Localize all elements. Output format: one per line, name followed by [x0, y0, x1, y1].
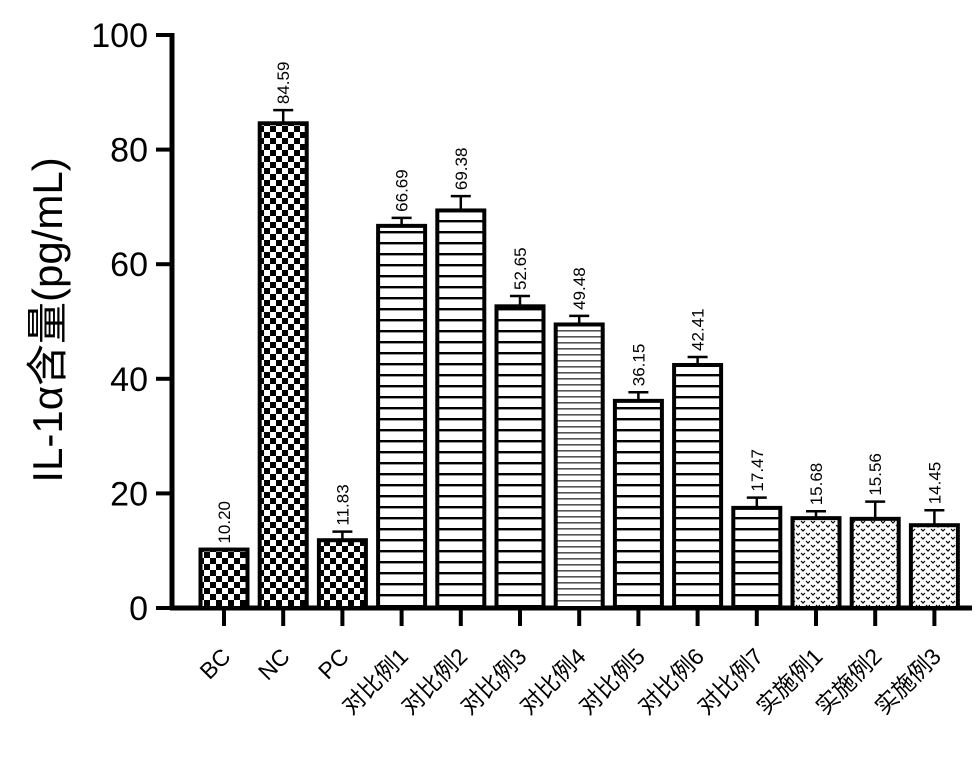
category-label: BC: [195, 643, 236, 684]
value-label: 42.41: [689, 308, 708, 351]
value-label: 10.20: [215, 501, 234, 544]
value-label: 11.83: [333, 484, 352, 525]
value-label: 14.45: [925, 462, 944, 505]
bar-实施例1: [790, 516, 842, 611]
category-label: NC: [253, 643, 295, 685]
y-tick-label: 0: [129, 590, 148, 628]
y-tick-label: 20: [110, 475, 148, 513]
y-axis-label: IL-1α含量(pg/mL): [24, 157, 71, 482]
bar-对比例2: [435, 208, 487, 610]
y-axis: 0 20 40 60 80 100: [91, 17, 175, 628]
bar-对比例4: [553, 322, 605, 610]
bar-BC: [198, 547, 250, 611]
category-label: PC: [313, 643, 354, 684]
y-tick-label: 100: [91, 17, 148, 55]
bar-实施例2: [849, 516, 901, 610]
bar-对比例7: [731, 505, 783, 611]
bar-实施例3: [908, 523, 960, 610]
value-labels: 10.20 84.59 11.83 66.69 69.38 52.65 49.48 36.15…: [215, 62, 944, 544]
category-labels: BC NC PC对比例1对比例2对比例3对比例4对比例5对比例6对比例7实施例1实施…: [195, 643, 946, 719]
error-bars: [273, 108, 945, 541]
y-tick-label: 80: [110, 132, 148, 170]
bar-对比例5: [612, 398, 664, 610]
bar-对比例6: [672, 362, 724, 610]
category-label: 实施例3: [870, 643, 946, 719]
value-label: 15.68: [807, 463, 826, 506]
bars: [198, 121, 960, 611]
value-label: 49.48: [570, 267, 589, 310]
value-label: 17.47: [748, 449, 767, 492]
bar-对比例1: [376, 223, 428, 610]
value-label: 84.59: [274, 62, 293, 105]
value-label: 36.15: [629, 344, 648, 387]
x-axis: [170, 605, 972, 626]
y-tick-label: 60: [110, 246, 148, 284]
y-tick-label: 40: [110, 361, 148, 399]
value-label: 66.69: [393, 169, 412, 212]
value-label: 15.56: [866, 453, 885, 496]
bar-PC: [316, 538, 368, 611]
bar-NC: [257, 121, 309, 611]
bar-对比例3: [494, 304, 546, 610]
value-label: 69.38: [452, 148, 471, 191]
value-label: 52.65: [511, 247, 530, 290]
